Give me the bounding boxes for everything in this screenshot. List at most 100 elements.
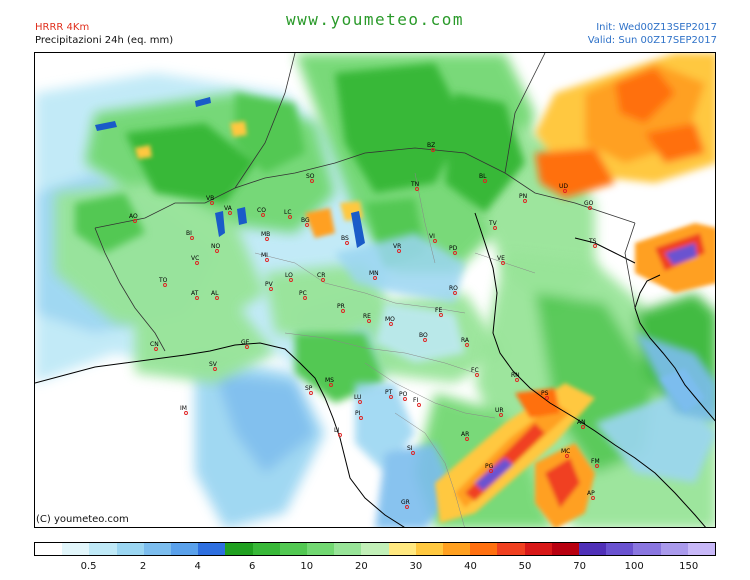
city-marker — [269, 287, 273, 291]
legend-swatch — [443, 543, 471, 555]
city-marker — [493, 226, 497, 230]
legend-colorbar — [34, 542, 716, 556]
city-label: GR — [401, 499, 410, 506]
city-label: BO — [419, 332, 428, 339]
city-label: PD — [449, 245, 458, 252]
legend-label: 50 — [518, 561, 532, 572]
product-title: Precipitazioni 24h (eq. mm) — [35, 35, 174, 46]
city-label: VB — [206, 195, 214, 202]
city-marker — [588, 206, 592, 210]
city-label: MC — [561, 448, 570, 455]
city-marker — [261, 213, 265, 217]
city-label: SV — [209, 361, 218, 368]
city-label: SI — [407, 445, 413, 452]
city-label: RA — [461, 337, 470, 344]
city-label: AR — [461, 431, 469, 438]
legend-swatch — [388, 543, 416, 555]
legend-label: 10 — [300, 561, 314, 572]
city-markers: BZ SO TN BL PN UD GO VB VA CO LC BG BS VR VI TV TS AO BI NO… — [129, 142, 600, 509]
legend-swatch — [579, 543, 607, 555]
init-time: Init: Wed00Z13SEP2017 — [596, 22, 717, 33]
city-label: PT — [385, 389, 393, 396]
city-marker — [310, 179, 314, 183]
city-marker — [565, 454, 569, 458]
city-marker — [563, 189, 567, 193]
legend-label: 40 — [464, 561, 477, 572]
city-label: FC — [471, 367, 479, 374]
city-label: MB — [261, 231, 270, 238]
legend-label: 150 — [679, 561, 699, 572]
legend-label: 100 — [624, 561, 644, 572]
city-marker — [475, 373, 479, 377]
legend-swatch — [551, 543, 580, 555]
city-label: RE — [363, 313, 371, 320]
city-label: TO — [158, 277, 168, 284]
precipitation-map: BZ SO TN BL PN UD GO VB VA CO LC BG BS VR VI TV TS AO BI NO… — [34, 52, 716, 528]
city-label: UD — [559, 183, 568, 190]
city-marker — [591, 496, 595, 500]
city-marker — [595, 464, 599, 468]
city-label: AN — [577, 419, 586, 426]
legend-label: 30 — [409, 561, 423, 572]
city-marker — [501, 261, 505, 265]
legend-swatch — [524, 543, 552, 555]
city-marker — [345, 241, 349, 245]
city-label: LO — [285, 272, 293, 279]
region-borders — [254, 172, 536, 527]
city-label: SO — [306, 173, 315, 180]
legend-swatch — [687, 543, 716, 555]
city-label: MS — [325, 377, 334, 384]
city-label: VI — [429, 233, 435, 240]
city-label: GE — [241, 339, 250, 346]
city-marker — [411, 451, 415, 455]
city-marker — [195, 261, 199, 265]
city-marker — [213, 367, 217, 371]
city-label: TN — [410, 181, 419, 188]
precipitation-field — [35, 53, 715, 527]
legend-swatch — [252, 543, 280, 555]
city-label: TV — [488, 220, 498, 227]
city-marker — [439, 313, 443, 317]
city-label: GO — [584, 200, 594, 207]
city-label: RO — [449, 285, 458, 292]
model-label: HRRR 4Km — [35, 22, 90, 33]
legend-label: 6 — [249, 561, 256, 572]
coastlines — [35, 212, 715, 527]
city-marker — [309, 391, 313, 395]
city-marker — [321, 278, 325, 282]
city-marker — [593, 244, 597, 248]
city-label: BI — [186, 230, 192, 237]
city-marker — [417, 403, 421, 407]
legend-swatch — [171, 543, 199, 555]
city-marker — [545, 396, 549, 400]
city-label: AL — [211, 290, 219, 297]
city-marker — [341, 309, 345, 313]
city-marker — [163, 283, 167, 287]
lakes — [95, 97, 365, 248]
city-marker — [515, 378, 519, 382]
city-marker — [433, 239, 437, 243]
city-marker — [329, 383, 333, 387]
legend-swatch — [415, 543, 444, 555]
legend-swatch — [334, 543, 362, 555]
city-label: TS — [588, 238, 597, 245]
city-label: VR — [393, 243, 401, 250]
legend-swatch — [225, 543, 253, 555]
city-label: UR — [495, 407, 504, 414]
city-label: PI — [355, 410, 361, 417]
legend-label: 4 — [194, 561, 201, 572]
city-marker — [389, 395, 393, 399]
city-label: LC — [284, 209, 292, 216]
city-label: MN — [369, 270, 379, 277]
legend-swatch — [660, 543, 688, 555]
city-label: MO — [385, 316, 395, 323]
city-marker — [195, 296, 199, 300]
city-marker — [210, 201, 214, 205]
city-label: BZ — [427, 142, 435, 149]
city-marker — [215, 249, 219, 253]
valid-time: Valid: Sun 00Z17SEP2017 — [587, 35, 717, 46]
city-marker — [415, 187, 419, 191]
city-marker — [581, 425, 585, 429]
legend-label: 20 — [354, 561, 368, 572]
city-label: LU — [354, 394, 361, 401]
